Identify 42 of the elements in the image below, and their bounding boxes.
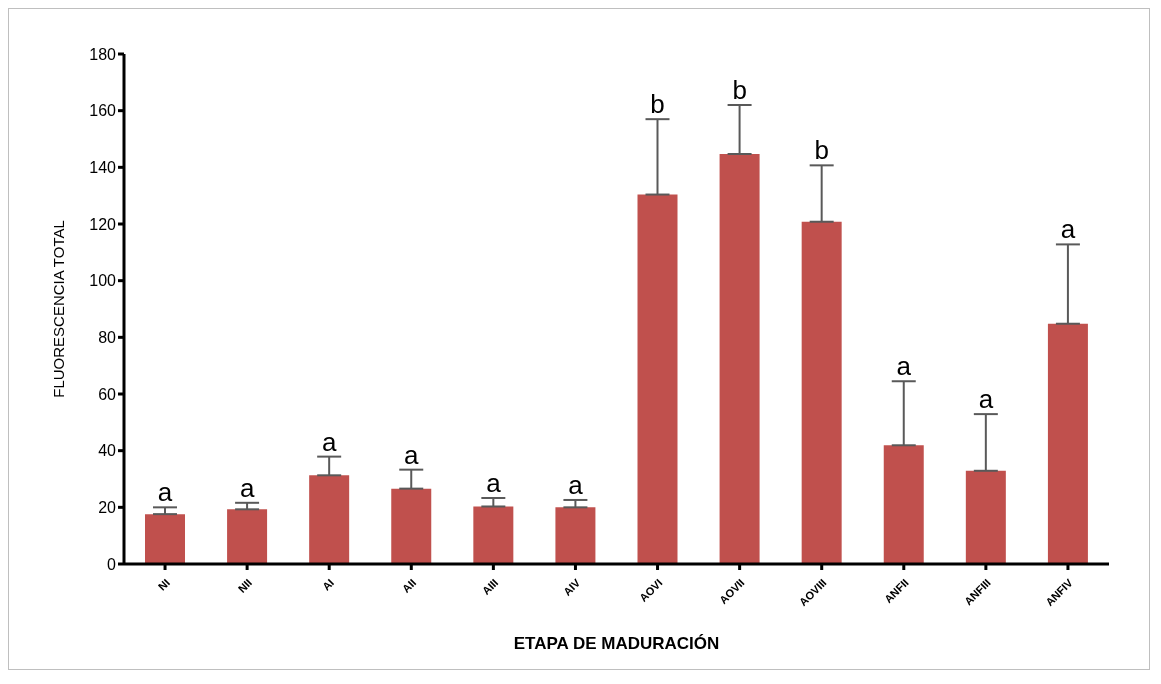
bar xyxy=(883,445,924,564)
annotation: a xyxy=(896,351,912,382)
bar xyxy=(637,194,678,564)
annotation: a xyxy=(321,426,337,457)
y-tick-label: 120 xyxy=(89,215,117,233)
bar xyxy=(801,221,842,564)
y-tick-label: 160 xyxy=(89,102,117,120)
x-tick-label: AIV xyxy=(560,575,583,598)
annotation: a xyxy=(1060,214,1076,245)
y-tick-label: 80 xyxy=(98,329,117,347)
y-tick-label: 0 xyxy=(107,555,117,573)
annotation: a xyxy=(157,477,173,508)
x-tick-label: NI xyxy=(155,576,172,593)
y-tick-label: 60 xyxy=(98,385,117,403)
bar xyxy=(391,488,432,564)
y-tick-label: 20 xyxy=(98,499,117,517)
annotation: a xyxy=(568,469,584,500)
x-tick-label: AI xyxy=(319,576,337,593)
y-tick-label: 100 xyxy=(89,272,117,290)
bar xyxy=(555,507,596,564)
annotation: a xyxy=(239,472,255,503)
bar xyxy=(1047,323,1088,564)
x-tick-label: NII xyxy=(235,576,255,595)
bar xyxy=(965,470,1006,564)
annotation: a xyxy=(404,439,420,470)
annotation: b xyxy=(732,75,747,105)
bar xyxy=(145,514,185,564)
x-tick-label: AIII xyxy=(479,576,501,598)
y-tick-label: 180 xyxy=(89,45,117,63)
y-axis-title: FLUORESCENCIA TOTAL xyxy=(50,220,68,398)
annotation: b xyxy=(650,89,665,120)
x-tick-label: AII xyxy=(399,576,419,595)
bar xyxy=(719,154,760,564)
annotation: b xyxy=(814,135,829,166)
y-tick-label: 40 xyxy=(98,442,117,460)
bar xyxy=(309,475,350,564)
bar xyxy=(227,509,268,564)
x-axis-title: ETAPA DE MADURACIÓN xyxy=(513,634,720,653)
bar xyxy=(473,506,514,564)
annotation: a xyxy=(486,467,502,498)
y-tick-label: 140 xyxy=(89,159,117,177)
annotation: a xyxy=(978,384,994,415)
